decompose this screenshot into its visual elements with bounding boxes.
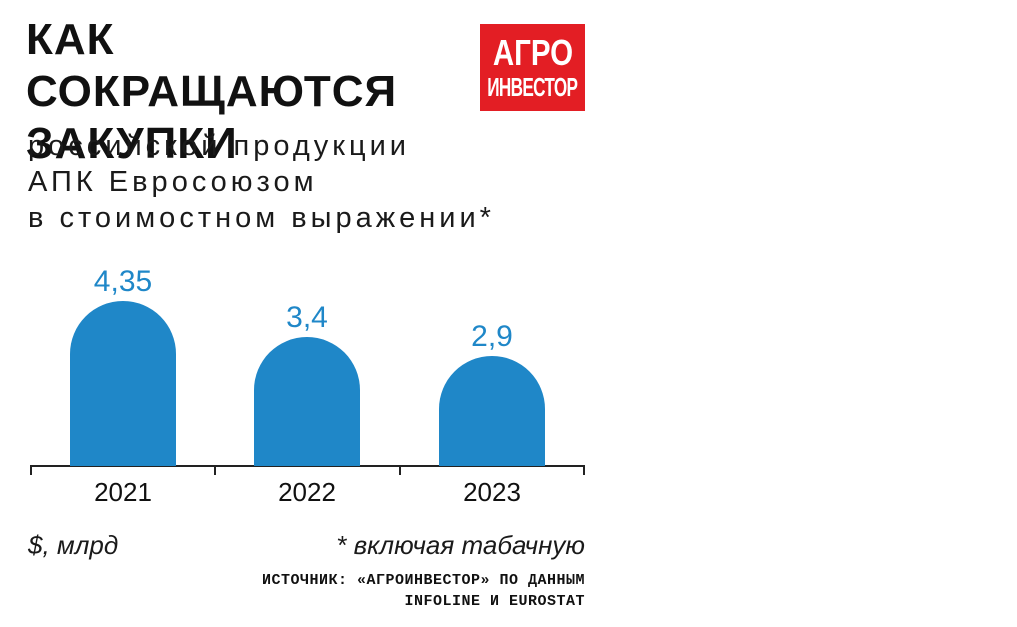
bar-2023 [439, 356, 545, 466]
subtitle-line-2: АПК Евросоюзом [28, 166, 318, 198]
data-label-2022: 3,4 [286, 301, 328, 334]
tick-label-2022: 2022 [278, 477, 336, 507]
bar-2022 [254, 337, 360, 466]
source-note: ИСТОЧНИК: «АГРОИНВЕСТОР» ПО ДАННЫМ INFOL… [262, 570, 585, 612]
subtitle-line-1: российской продукции [28, 130, 410, 162]
logo-line-1: АГРО [492, 31, 573, 73]
logo-line-2: ИНВЕСТОР [487, 71, 578, 102]
tick-label-2021: 2021 [94, 477, 152, 507]
chart-subtitle: российской продукции АПК Евросоюзом в ст… [28, 128, 495, 236]
unit-label: $, млрд [28, 530, 119, 560]
tick-label-2023: 2023 [463, 477, 521, 507]
data-label-2021: 4,35 [94, 265, 152, 298]
bar-2021 [70, 301, 176, 466]
title-line-2: ЗАКУПКИ [26, 119, 238, 168]
data-label-2023: 2,9 [471, 320, 513, 353]
agroinvestor-logo: АГРО ИНВЕСТОР [480, 24, 585, 111]
bar-chart: 4,35 2021 3,4 2022 2,9 2023 [30, 265, 585, 507]
chart-title: КАК СОКРАЩАЮТСЯ ЗАКУПКИ [26, 14, 476, 170]
footnote: * включая табачную [336, 530, 585, 560]
title-line-1: КАК СОКРАЩАЮТСЯ [26, 15, 398, 116]
source-line-2: INFOLINE И EUROSTAT [404, 593, 585, 610]
source-line-1: ИСТОЧНИК: «АГРОИНВЕСТОР» ПО ДАННЫМ [261, 572, 585, 589]
subtitle-line-3: в стоимостном выражении* [28, 202, 495, 234]
